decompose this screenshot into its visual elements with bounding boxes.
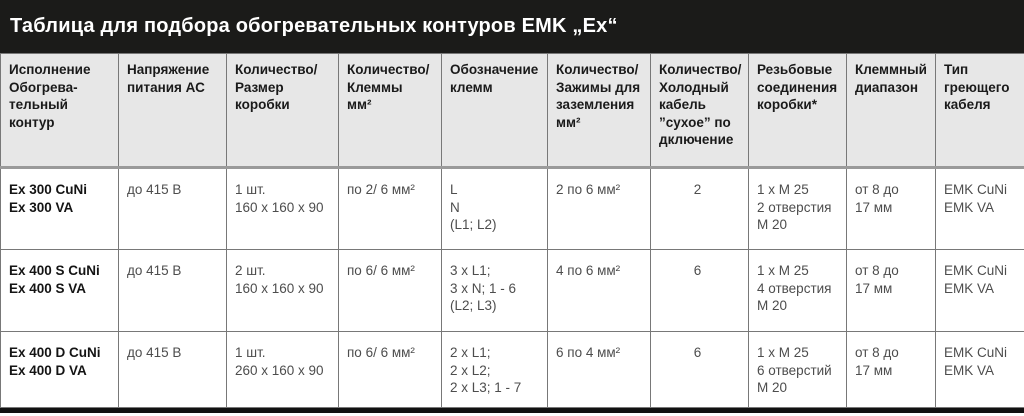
table-row: Ex 300 CuNi Ex 300 VA до 415 В 1 шт. 160… [0,167,1024,250]
table-cell: по 6/ 6 мм² [338,249,442,332]
column-header-supply-voltage: Напряжение питания АС [118,53,227,169]
table-cell: EMK CuNi EMK VA [935,331,1024,408]
table-cell: 1 x M 25 4 отверстия М 20 [748,249,847,332]
table-cell: L N (L1; L2) [441,167,548,250]
table-cell: от 8 до 17 мм [846,249,936,332]
table-title-bar: Таблица для подбора обогревательных конт… [0,0,1024,53]
table-cell: до 415 В [118,167,227,250]
table-cell: 1 x M 25 6 отверстий М 20 [748,331,847,408]
table-cell: 6 [650,249,749,332]
column-header-terminal-qty: Количество/ Клеммы мм² [338,53,442,169]
table-cell: 1 шт. 160 x 160 x 90 [226,167,339,250]
column-header-design: Исполнение Обогрева- тельный контур [0,53,119,169]
table-cell: 6 по 4 мм² [547,331,651,408]
table-cell: Ex 400 S CuNi Ex 400 S VA [0,249,119,332]
column-header-terminal-designation: Обозначение клемм [441,53,548,169]
table-cell: от 8 до 17 мм [846,331,936,408]
table-cell: 2 x L1; 2 x L2; 2 x L3; 1 - 7 [441,331,548,408]
table-cell: Ex 300 CuNi Ex 300 VA [0,167,119,250]
table-cell: 2 шт. 160 x 160 x 90 [226,249,339,332]
bottom-rule [0,408,1024,413]
column-header-cold-cable: Количество/ Холодный кабель ”сухое” по д… [650,53,749,169]
column-header-ground-clamps: Количество/ Зажимы для заземления мм² [547,53,651,169]
selection-table: Исполнение Обогрева- тельный контур Напр… [0,53,1024,408]
table-cell: 2 по 6 мм² [547,167,651,250]
table-cell: EMK CuNi EMK VA [935,167,1024,250]
column-header-box-qty-size: Количество/ Размер коробки [226,53,339,169]
table-cell: 4 по 6 мм² [547,249,651,332]
table-cell: по 6/ 6 мм² [338,331,442,408]
table-row: Ex 400 S CuNi Ex 400 S VA до 415 В 2 шт.… [0,249,1024,332]
table-row: Ex 400 D CuNi Ex 400 D VA до 415 В 1 шт.… [0,331,1024,408]
page-title: Таблица для подбора обогревательных конт… [10,15,618,37]
table-cell: 3 x L1; 3 x N; 1 - 6 (L2; L3) [441,249,548,332]
column-header-cable-type: Тип греющего кабеля [935,53,1024,169]
table-cell: 2 [650,167,749,250]
table-cell: до 415 В [118,331,227,408]
table-cell: 1 x M 25 2 отверстия М 20 [748,167,847,250]
table-cell: 6 [650,331,749,408]
table-cell: от 8 до 17 мм [846,167,936,250]
table-cell: 1 шт. 260 x 160 x 90 [226,331,339,408]
table-cell: Ex 400 D CuNi Ex 400 D VA [0,331,119,408]
table-header-row: Исполнение Обогрева- тельный контур Напр… [0,53,1024,169]
table-cell: до 415 В [118,249,227,332]
table-cell: по 2/ 6 мм² [338,167,442,250]
column-header-clamp-range: Клеммный диапазон [846,53,936,169]
table-cell: EMK CuNi EMK VA [935,249,1024,332]
column-header-threaded-connections: Резьбовые соединения коробки* [748,53,847,169]
